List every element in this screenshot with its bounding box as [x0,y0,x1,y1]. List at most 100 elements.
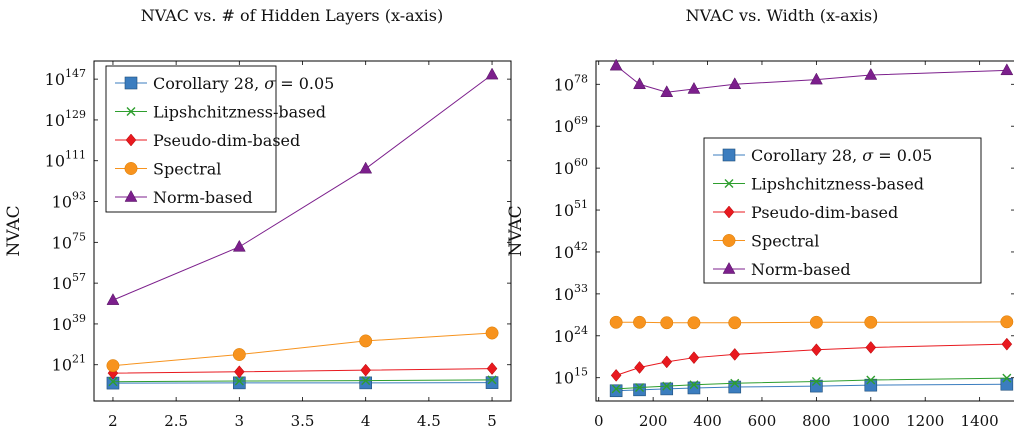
data-point [730,378,740,388]
data-point [865,341,877,354]
data-point [688,351,700,365]
legend-label: Norm-based [153,188,253,207]
data-point [687,81,701,94]
data-point [811,376,821,386]
data-point [660,85,674,97]
legend-marker [722,234,736,247]
data-point [610,368,622,382]
data-point [108,377,118,387]
series-norm-based [609,58,1014,97]
x-tick-label: 0 [594,412,604,430]
legend-marker [125,133,137,147]
x-tick-label: 800 [802,412,831,430]
data-point [106,359,120,373]
y-axis-label: NVAC [4,205,24,256]
data-point [728,380,742,394]
data-point [864,315,878,329]
x-tick-label: 3 [235,412,245,430]
data-point [661,355,673,369]
series-line [112,74,493,301]
data-point [359,334,373,348]
data-point [359,161,373,174]
data-point [864,67,878,80]
x-tick-label: 600 [748,412,777,430]
legend-label: Lipshchitzness-based [153,103,326,122]
data-point [234,376,244,386]
series-lipshchitzness-based [611,373,1012,394]
data-point [811,343,822,357]
series-spectral [609,315,1014,330]
series-norm-based [106,67,499,305]
data-point [662,381,672,391]
x-tick-label: 2.5 [164,412,188,430]
y-tick-label: 10129 [45,108,86,130]
series-corollary-28-0-05 [106,376,499,390]
data-point [609,58,623,71]
series-line [112,379,493,383]
data-point [360,363,372,377]
legend-label: Corollary 28, σ = 0.05 [751,146,932,165]
y-tick-label: 1060 [554,156,588,178]
data-point [1000,63,1014,76]
data-point [809,72,823,85]
data-point [609,315,623,329]
data-point [728,77,742,90]
data-point [635,382,645,392]
data-point [485,376,499,389]
y-tick-label: 10111 [45,149,86,171]
x-tick-label: 1200 [906,412,944,430]
legend-marker [126,107,136,116]
data-point [609,384,623,398]
legend-marker [124,162,138,175]
y-tick-label: 1078 [554,72,588,94]
y-tick-label: 1024 [554,324,588,346]
data-point [810,379,823,393]
x-tick-label: 3.5 [291,412,315,430]
series-spectral [106,326,499,373]
data-point [660,316,674,330]
chart-2: NVAC vs. Width (x-axis) NVAC 0 200 400 600 800… [506,6,1014,430]
x-tick-label: 4.5 [417,412,441,430]
data-point [232,348,246,361]
y-tick-label: 1039 [52,312,86,334]
legend-marker [124,189,138,202]
chart-1: NVAC vs. # of Hidden Layers (x-axis) NVAC… [4,6,512,430]
legend-marker [724,179,734,188]
data-point [1000,377,1014,391]
legend-label: Spectral [153,160,221,179]
legend: Corollary 28, σ = 0.05 Lipshchitzness-bas… [703,137,982,284]
legend-marker [722,148,736,162]
data-point [486,362,498,375]
data-point [660,382,674,396]
data-point [232,239,246,252]
data-point [633,77,646,90]
data-point [689,380,699,390]
series-pseudo-dim-based [107,362,498,380]
legend-label: Pseudo-dim-based [751,203,898,222]
chart-title: NVAC vs. Width (x-axis) [686,6,879,25]
data-point [633,383,646,397]
legend-label: Lipshchitzness-based [751,175,924,194]
data-point [728,316,742,330]
x-tick-label: 400 [693,412,722,430]
data-point [359,376,372,390]
data-point [361,376,371,386]
x-tick-label: 2 [108,412,118,430]
legend-label: Pseudo-dim-based [153,131,300,150]
y-tick-label: 1021 [52,353,86,375]
x-tick-label: 200 [639,412,668,430]
x-tick-label: 4 [361,412,371,430]
plot-frame [595,60,1014,402]
data-point [866,375,876,385]
y-tick-label: 10147 [45,67,86,89]
data-point [611,384,621,394]
data-point [1000,315,1014,329]
data-point [1001,337,1013,351]
y-tick-label: 1033 [554,282,588,304]
y-tick-label: 1051 [554,198,588,220]
legend-label: Norm-based [751,260,851,279]
chart-title: NVAC vs. # of Hidden Layers (x-axis) [141,6,443,25]
series-line [112,368,493,374]
series-line [616,377,1007,390]
